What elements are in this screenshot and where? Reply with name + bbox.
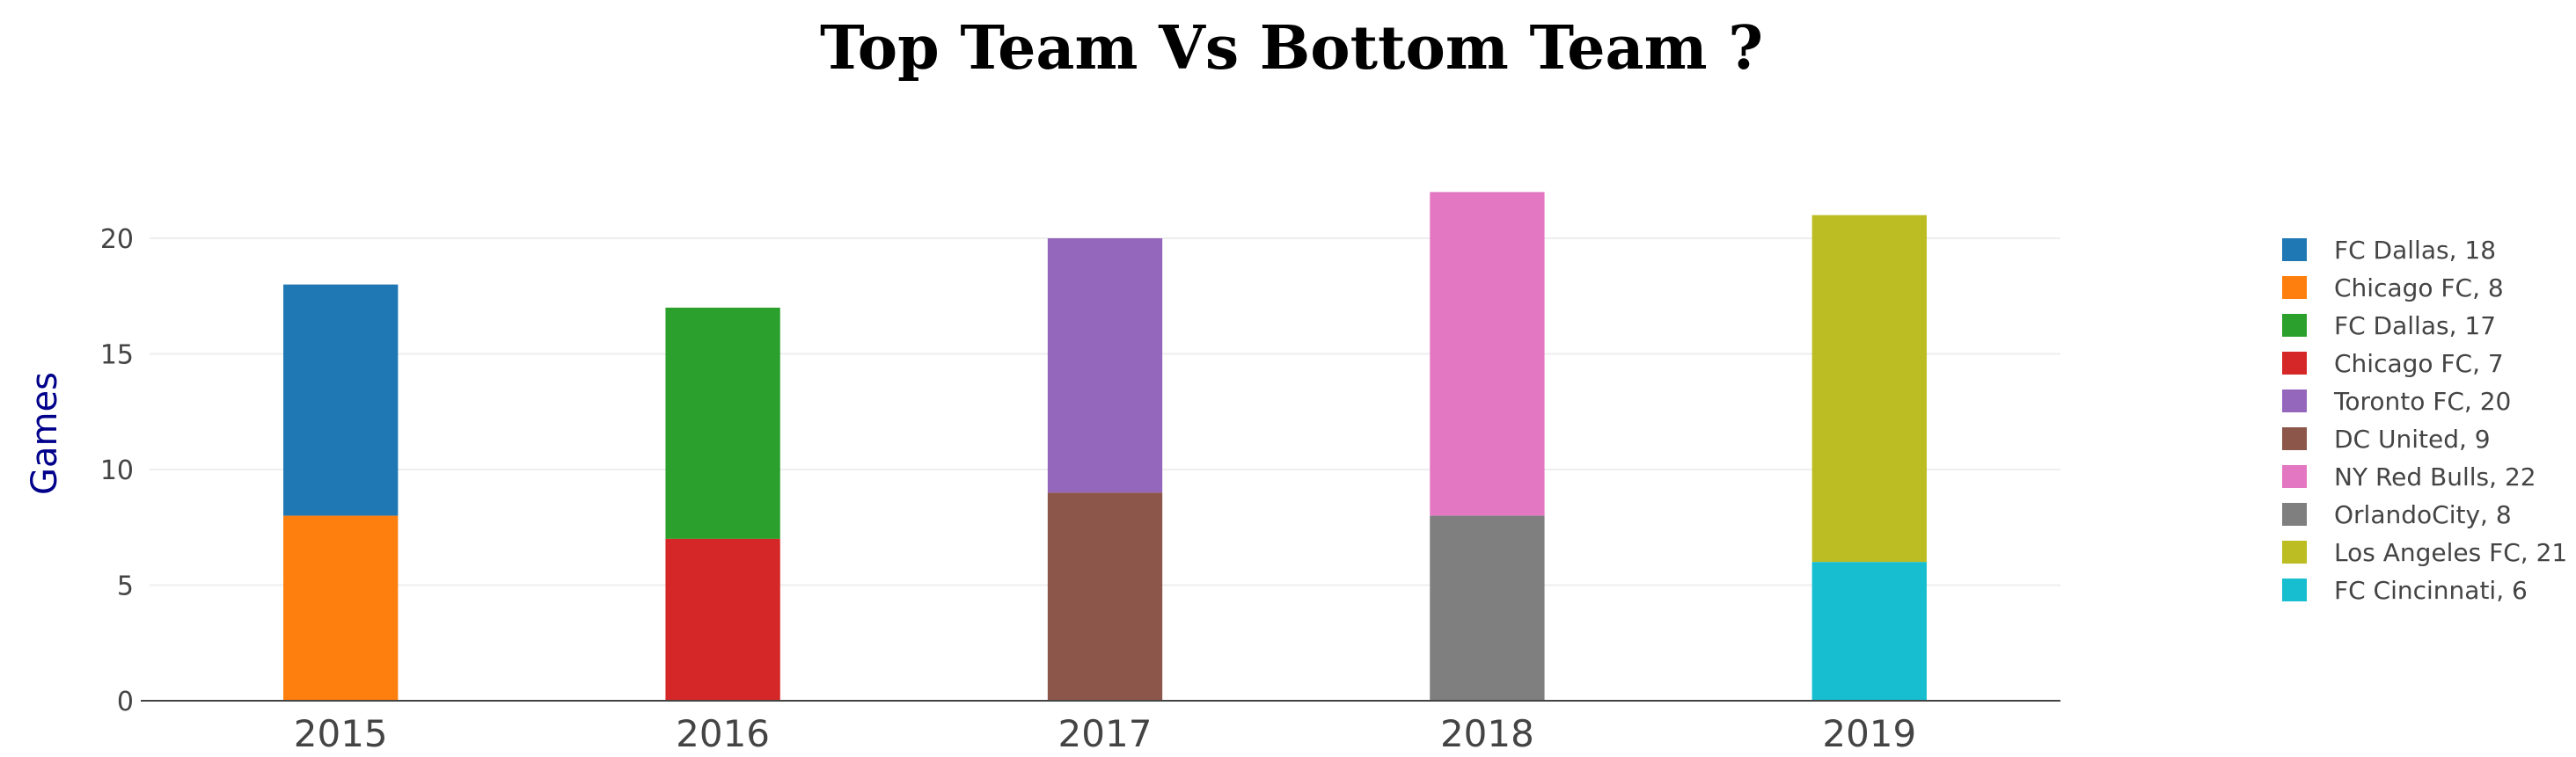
legend-item[interactable]: FC Cincinnati, 6 — [2282, 576, 2528, 605]
legend-item[interactable]: DC United, 9 — [2282, 425, 2491, 454]
x-tick-label-2019: 2019 — [1822, 712, 1916, 755]
x-tick-label-2016: 2016 — [676, 712, 770, 755]
legend-item[interactable]: Chicago FC, 8 — [2282, 273, 2504, 302]
legend-label: FC Cincinnati, 6 — [2334, 576, 2528, 605]
bar-2018-bottom[interactable] — [1430, 515, 1545, 701]
bar-2017-top[interactable] — [1047, 238, 1163, 493]
legend-swatch — [2282, 352, 2307, 375]
legend-item[interactable]: FC Dallas, 18 — [2282, 236, 2496, 265]
legend-item[interactable]: NY Red Bulls, 22 — [2282, 462, 2536, 491]
legend-item[interactable]: Chicago FC, 7 — [2282, 349, 2504, 378]
legend-swatch — [2282, 465, 2307, 488]
legend-swatch — [2282, 276, 2307, 299]
legend-label: Chicago FC, 7 — [2334, 349, 2504, 378]
bars — [283, 192, 1927, 701]
legend-label: Los Angeles FC, 21 — [2334, 538, 2567, 567]
chart-title: Top Team Vs Bottom Team ? — [820, 13, 1763, 84]
y-tick-label-0: 0 — [117, 687, 134, 717]
y-tick-label-15: 15 — [100, 340, 134, 371]
legend-label: FC Dallas, 18 — [2334, 236, 2496, 265]
legend-label: Chicago FC, 8 — [2334, 273, 2504, 302]
legend-label: OrlandoCity, 8 — [2334, 500, 2512, 529]
y-tick-label-20: 20 — [100, 224, 134, 255]
bar-2018-top[interactable] — [1430, 192, 1545, 516]
bar-2019-bottom[interactable] — [1811, 562, 1927, 701]
legend-label: NY Red Bulls, 22 — [2334, 462, 2536, 491]
legend-label: Toronto FC, 20 — [2333, 387, 2511, 416]
bar-2016-bottom[interactable] — [665, 538, 780, 701]
bar-2017-bottom[interactable] — [1047, 492, 1163, 701]
legend-item[interactable]: Toronto FC, 20 — [2282, 387, 2511, 416]
x-tick-label-2018: 2018 — [1440, 712, 1534, 755]
axes: 0 5 10 15 20 2015 2016 2017 2018 2019 — [100, 224, 2060, 755]
legend-item[interactable]: FC Dallas, 17 — [2282, 311, 2496, 340]
y-axis-title: Games — [25, 372, 65, 495]
legend-swatch — [2282, 503, 2307, 526]
legend-label: FC Dallas, 17 — [2334, 311, 2496, 340]
legend-swatch — [2282, 314, 2307, 337]
legend-item[interactable]: Los Angeles FC, 21 — [2282, 538, 2567, 567]
bar-2015-top[interactable] — [283, 284, 399, 516]
y-tick-label-10: 10 — [100, 455, 134, 486]
x-tick-label-2017: 2017 — [1058, 712, 1153, 755]
legend-label: DC United, 9 — [2334, 425, 2491, 454]
legend-swatch — [2282, 389, 2307, 412]
legend-swatch — [2282, 238, 2307, 261]
y-tick-label-5: 5 — [117, 571, 134, 602]
legend-item[interactable]: OrlandoCity, 8 — [2282, 500, 2512, 529]
legend[interactable]: FC Dallas, 18 Chicago FC, 8 FC Dallas, 17 C… — [2282, 236, 2567, 605]
bar-2016-top[interactable] — [665, 307, 780, 539]
legend-swatch — [2282, 541, 2307, 564]
legend-swatch — [2282, 427, 2307, 450]
bar-2019-top[interactable] — [1811, 215, 1927, 563]
x-tick-label-2015: 2015 — [294, 712, 388, 755]
legend-swatch — [2282, 579, 2307, 601]
bar-2015-bottom[interactable] — [283, 515, 399, 701]
